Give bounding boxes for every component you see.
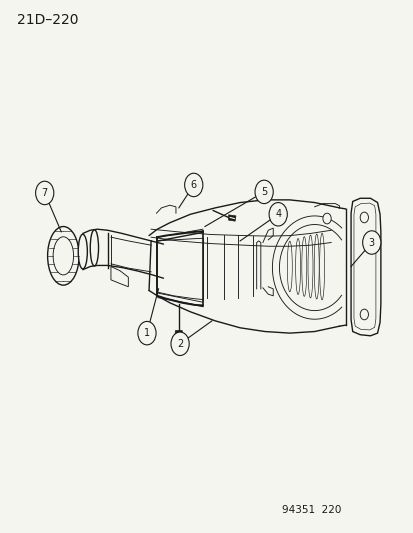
Text: 1: 1 (144, 328, 150, 338)
Circle shape (362, 231, 380, 254)
Ellipse shape (47, 227, 79, 285)
Ellipse shape (53, 237, 74, 275)
Ellipse shape (313, 234, 318, 299)
Ellipse shape (307, 235, 312, 298)
Circle shape (138, 321, 156, 345)
Text: 6: 6 (190, 180, 196, 190)
Circle shape (36, 181, 54, 205)
Ellipse shape (295, 239, 300, 294)
Text: 2: 2 (176, 339, 183, 349)
Polygon shape (350, 198, 380, 336)
Text: 21D–220: 21D–220 (17, 13, 78, 27)
Polygon shape (228, 215, 235, 221)
Circle shape (171, 332, 189, 356)
Text: 5: 5 (260, 187, 267, 197)
Circle shape (184, 173, 202, 197)
Text: 94351  220: 94351 220 (281, 505, 340, 515)
Ellipse shape (287, 241, 292, 292)
Text: 4: 4 (275, 209, 280, 219)
Ellipse shape (319, 233, 324, 300)
Circle shape (254, 180, 273, 204)
Text: 3: 3 (368, 238, 374, 247)
Circle shape (268, 203, 287, 226)
Ellipse shape (90, 230, 98, 266)
Text: 7: 7 (41, 188, 48, 198)
Polygon shape (353, 203, 375, 330)
Ellipse shape (78, 235, 87, 269)
Circle shape (359, 309, 368, 320)
Circle shape (322, 213, 330, 224)
Polygon shape (174, 330, 183, 336)
Ellipse shape (301, 237, 306, 296)
Circle shape (359, 212, 368, 223)
Polygon shape (111, 266, 128, 287)
